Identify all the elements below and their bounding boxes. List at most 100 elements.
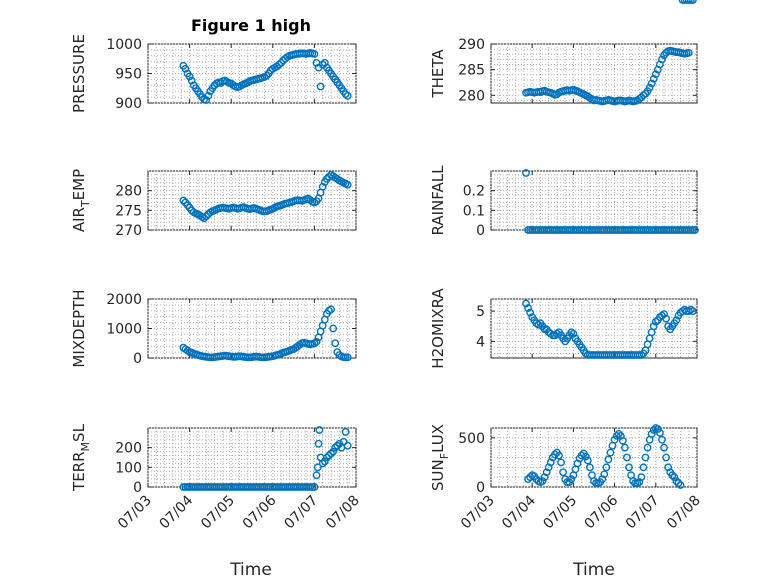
data-point [612, 431, 621, 440]
data-point [550, 450, 559, 459]
data-point [581, 452, 590, 461]
axes-rainfall [490, 170, 698, 231]
data-point [662, 453, 670, 462]
data-point [315, 426, 324, 434]
y-axis-label-rainfall: RAINFALL [429, 165, 447, 236]
data-point [658, 435, 666, 444]
data-point [320, 457, 329, 466]
y-tick-label: 0 [133, 351, 142, 367]
data-point [318, 459, 327, 468]
data-point [688, 0, 697, 4]
data-point [343, 441, 352, 450]
y-tick-label: 0.2 [463, 184, 485, 200]
axes-pressure [147, 43, 357, 104]
x-tick-label: 07/08 [323, 493, 363, 533]
y-tick-label: 280 [458, 88, 485, 104]
data-point [327, 449, 335, 458]
x-tick-label: 07/04 [499, 492, 539, 532]
y-tick-label: 0.1 [463, 203, 485, 219]
panel-air_temp: 270 275 280 AIRTEMP [70, 169, 357, 239]
data-point [312, 471, 321, 480]
data-point [524, 304, 532, 312]
data-point [314, 439, 323, 448]
data-point [688, 307, 697, 316]
data-point [660, 310, 668, 319]
data-point [653, 425, 662, 433]
data-point [325, 451, 333, 460]
data-point [322, 453, 331, 462]
panel-rainfall: 0 0.1 0.2 RAINFALL [429, 165, 699, 239]
data-point [524, 475, 532, 484]
panel-pressure: 900 950 1000 PRESSURE [70, 34, 357, 113]
y-axis-label-air_temp: AIRTEMP [70, 169, 92, 232]
data-point [649, 322, 658, 331]
data-point [649, 426, 658, 434]
data-point [583, 456, 592, 465]
y-tick-label: 950 [115, 67, 142, 83]
axes-terr_msl [147, 427, 357, 488]
data-point [639, 463, 648, 472]
data-point [621, 443, 629, 452]
data-point [343, 92, 352, 100]
data-point [327, 305, 335, 314]
y-axis-label-pressure: PRESSURE [70, 34, 88, 113]
data-point [674, 479, 683, 487]
data-point [202, 212, 211, 221]
data-point [335, 439, 344, 448]
x-tick-label: 07/04 [157, 492, 197, 532]
data-point [656, 429, 664, 437]
x-tick-label: 07/03 [458, 493, 498, 533]
data-point [333, 441, 342, 450]
data-point [329, 447, 338, 456]
data-point [647, 429, 656, 438]
panel-mixdepth: 0 1000 2000 MIXDEPTH [70, 289, 357, 368]
panel-terr_msl: 0 100 200 07/03 07/04 07/05 07/06 07/07 07/08 TER… [70, 423, 363, 532]
x-tick-label: 07/07 [623, 493, 663, 533]
data-point [567, 475, 576, 484]
data-point [614, 429, 623, 438]
y-tick-label: 500 [458, 431, 485, 447]
x-tick-label: 07/05 [540, 493, 580, 533]
data-point [312, 337, 321, 346]
panel-theta: 280 285 290 THETA [429, 37, 698, 106]
y-tick-label: 4 [476, 334, 485, 350]
data-point [555, 451, 563, 460]
y-tick-label: 1000 [106, 37, 142, 53]
data-point [651, 70, 660, 79]
data-point [604, 455, 613, 464]
data-point [538, 477, 547, 485]
data-point [623, 453, 631, 462]
figure-title: Figure 1 high [191, 16, 311, 35]
data-point [557, 458, 565, 467]
data-point [625, 463, 633, 472]
data-point [658, 55, 666, 64]
data-point [610, 435, 619, 444]
y-tick-label: 0 [476, 223, 485, 239]
y-axis-label-h2omixra: H2OMIXRA [429, 288, 447, 369]
data-point [200, 214, 209, 223]
data-point [618, 436, 627, 445]
data-point [649, 74, 658, 83]
data-point [606, 448, 615, 457]
axes-air_temp [147, 170, 357, 231]
data-point [691, 226, 699, 234]
y-axis-label-mixdepth: MIXDEPTH [70, 289, 88, 367]
x-tick-label: 07/05 [198, 493, 238, 533]
data-point [637, 473, 646, 482]
data-point [187, 76, 196, 85]
x-tick-label: 07/06 [582, 492, 622, 532]
data-point [318, 182, 327, 191]
data-point [670, 473, 679, 482]
data-point [559, 468, 567, 477]
data-point [316, 82, 325, 91]
data-point [179, 196, 188, 205]
y-tick-label: 0 [476, 480, 485, 496]
data-point [343, 353, 352, 362]
data-point [331, 339, 340, 348]
x-tick-label: 07/06 [240, 492, 280, 532]
data-point [668, 471, 677, 480]
data-point [310, 483, 319, 491]
y-tick-label: 900 [115, 96, 142, 112]
data-point [320, 58, 329, 67]
